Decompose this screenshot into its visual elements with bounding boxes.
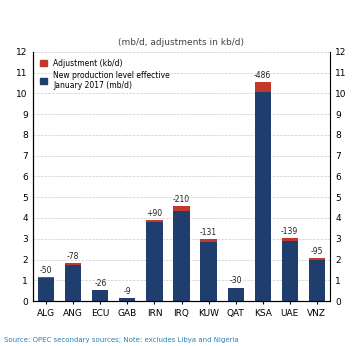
Legend: Adjustment (kb/d), New production level effective
January 2017 (mb/d): Adjustment (kb/d), New production level … [37,56,173,93]
Bar [282,238,298,242]
Bar [254,82,271,92]
Bar [228,288,244,301]
Text: Chart 3: OPEC agreed production adjustments & levels: Chart 3: OPEC agreed production adjustme… [7,7,328,35]
Text: -50: -50 [40,266,52,275]
Text: Source: OPEC secondary sources; Note: excludes Libya and Nigeria: Source: OPEC secondary sources; Note: ex… [4,337,238,343]
Bar [119,298,135,301]
Bar [309,260,325,301]
Bar [65,265,81,301]
Bar [254,92,271,301]
Bar [174,211,189,301]
Text: -78: -78 [67,252,79,261]
Bar [146,220,163,222]
Text: -9: -9 [123,287,131,296]
Text: +90: +90 [146,209,163,218]
Bar [146,222,163,301]
Text: -486: -486 [254,71,271,80]
Text: -131: -131 [200,228,217,237]
Text: -139: -139 [281,227,298,236]
Bar [92,290,109,301]
Text: -26: -26 [94,279,106,288]
Bar [38,279,54,301]
Bar [65,263,81,265]
Text: -30: -30 [229,276,242,285]
Text: (mb/d, adjustments in kb/d): (mb/d, adjustments in kb/d) [118,38,245,47]
Bar [282,242,298,301]
Bar [309,258,325,260]
Bar [200,242,217,301]
Text: -95: -95 [311,247,323,256]
Bar [174,206,189,211]
Bar [38,277,54,279]
Text: -210: -210 [173,195,190,204]
Bar [200,239,217,242]
